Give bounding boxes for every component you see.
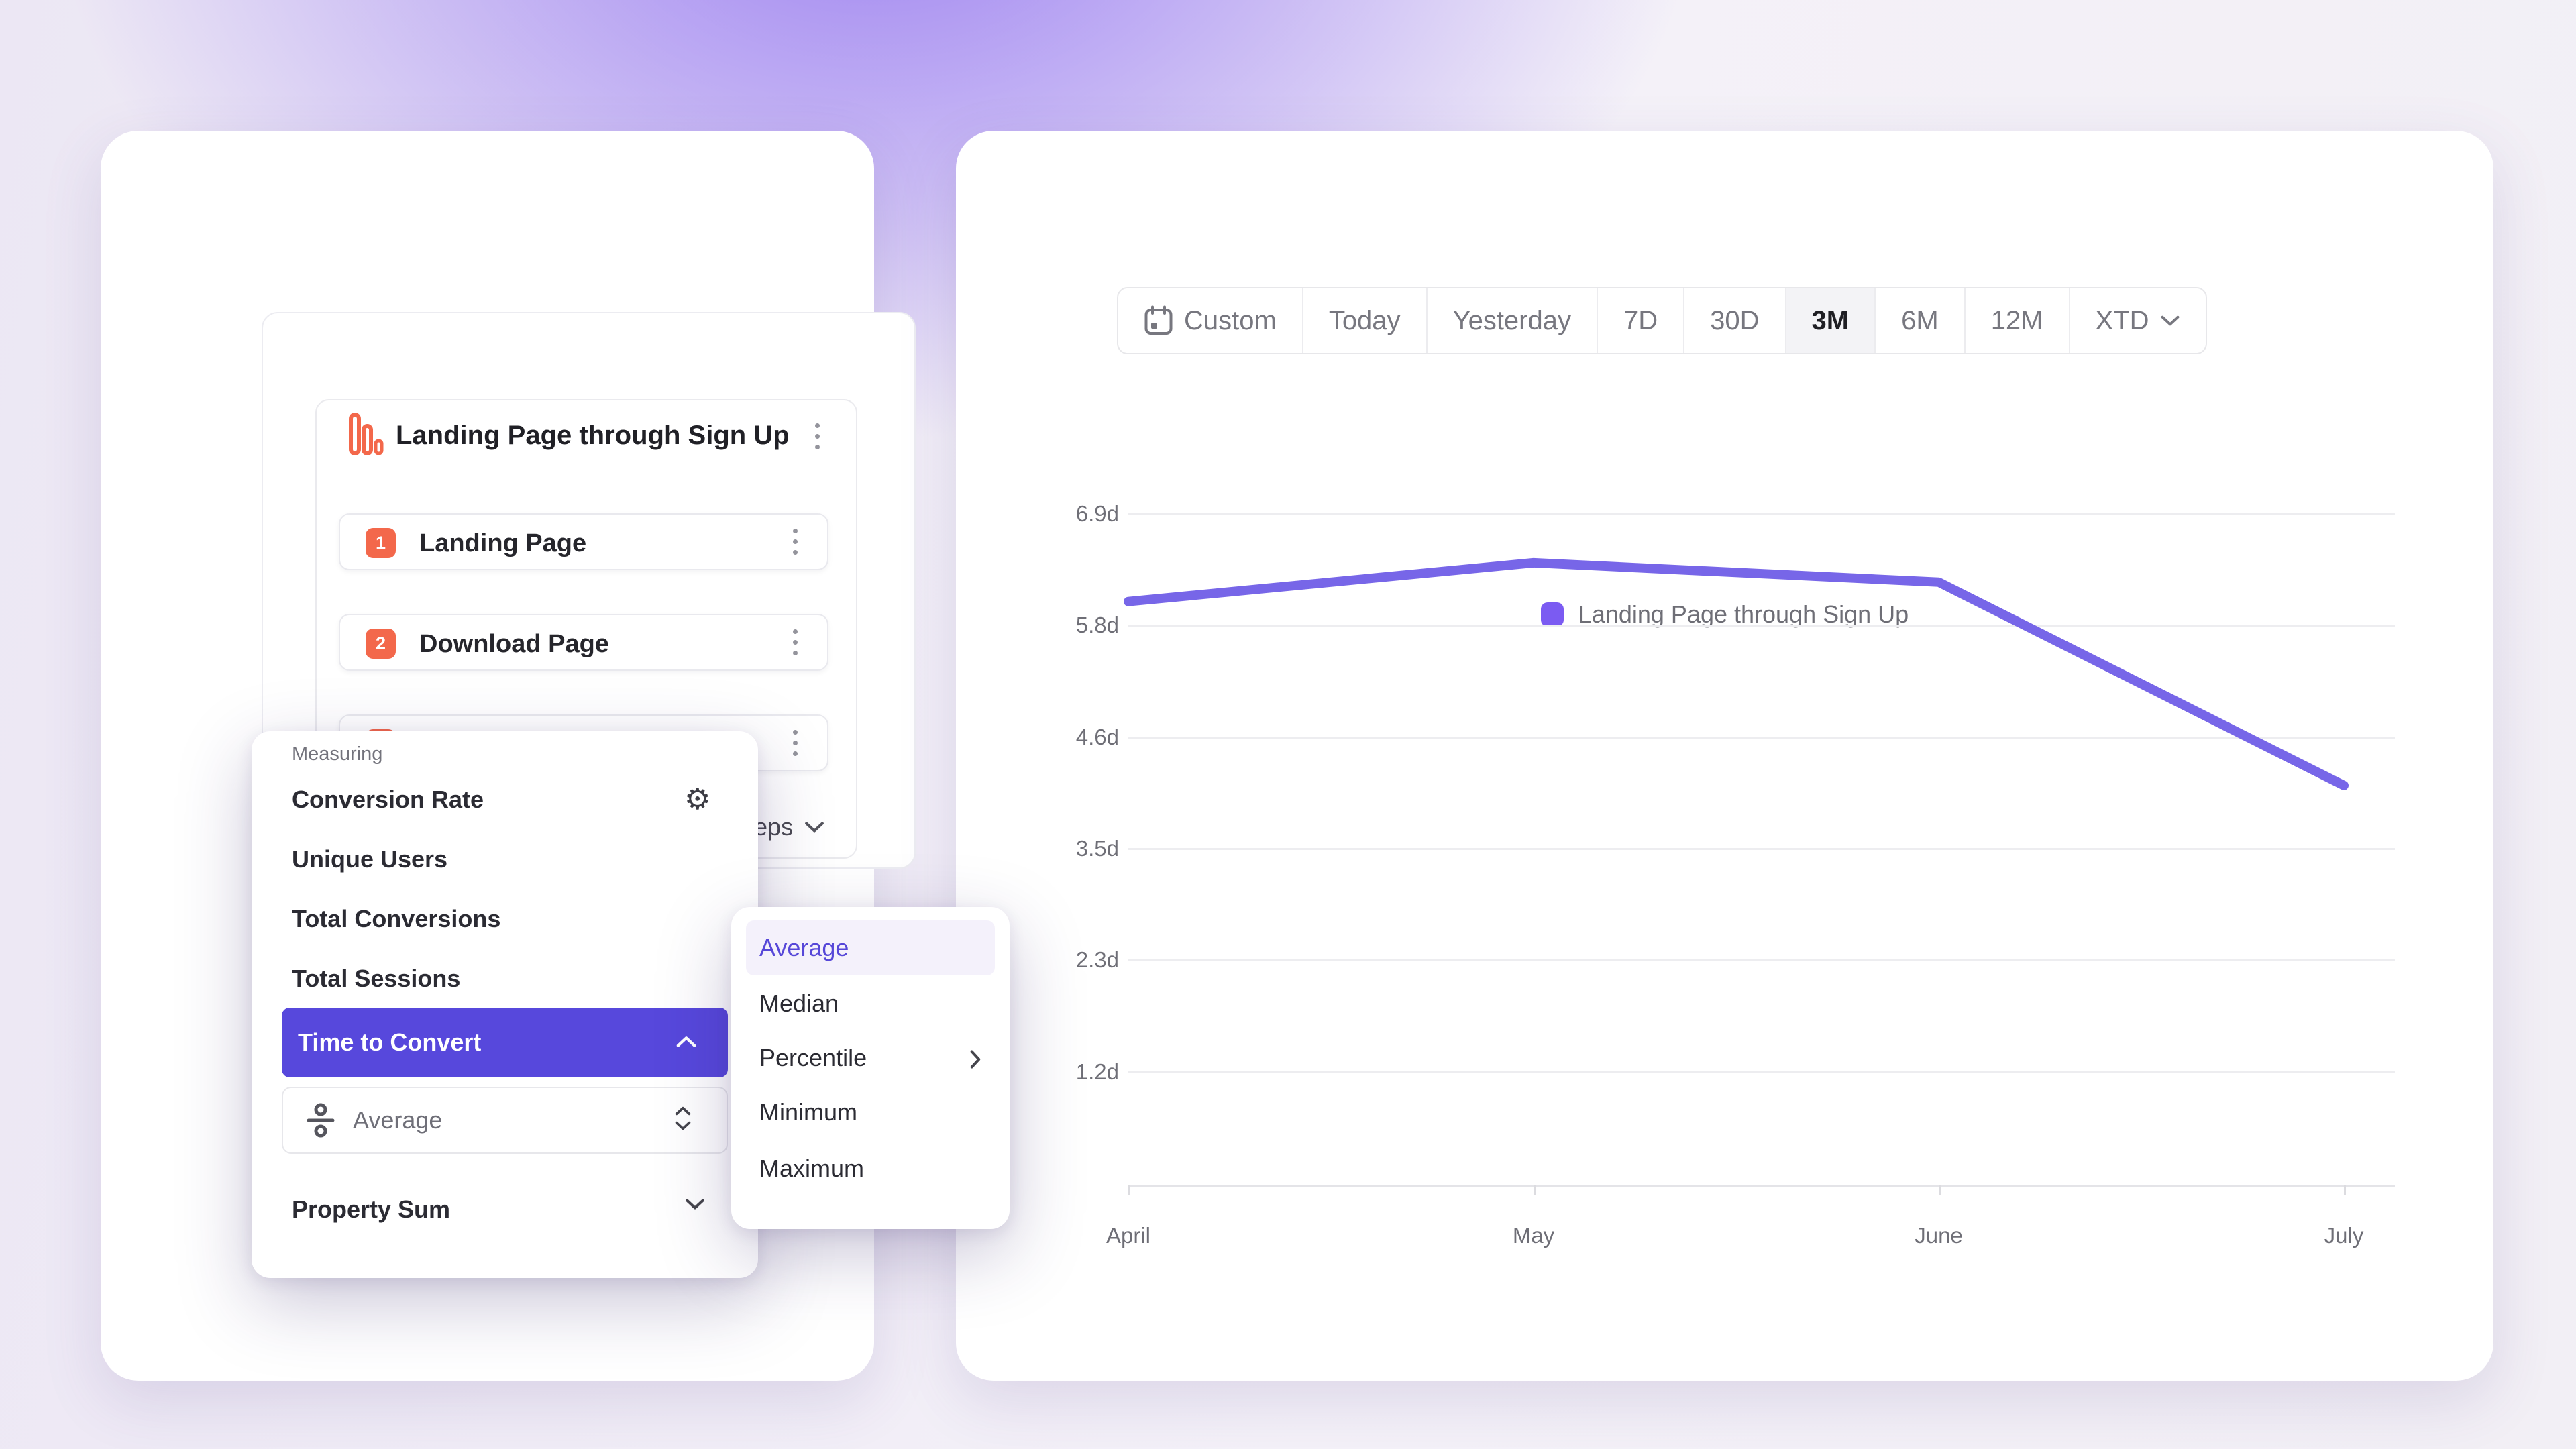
date-range-option-label: 12M [1990, 305, 2043, 335]
submenu-selected-highlight [746, 920, 995, 975]
y-axis-tick-label: 3.5d [1075, 836, 1119, 861]
date-range-option-today[interactable]: Today [1303, 288, 1428, 353]
date-range-option-3m-selected[interactable]: 3M [1786, 288, 1876, 353]
menu-item-total-sessions[interactable]: Total Sessions [292, 965, 461, 992]
y-axis-tick-label: 4.6d [1075, 724, 1119, 749]
date-range-option-yesterday[interactable]: Yesterday [1427, 288, 1598, 353]
menu-item-time-to-convert-selected[interactable]: Time to Convert [282, 1008, 728, 1077]
step-label: Download Page [419, 630, 609, 658]
line-chart-series [1124, 557, 2349, 790]
measuring-dropdown-menu: Measuring Conversion Rate ⚙ Unique Users… [252, 731, 758, 1278]
y-axis-tick-label: 2.3d [1075, 947, 1119, 972]
date-range-option-7d[interactable]: 7D [1598, 288, 1685, 353]
gridline [1128, 737, 2395, 739]
step-kebab-menu-icon[interactable] [782, 629, 808, 655]
date-range-option-label: 3M [1811, 305, 1849, 335]
step-number-badge: 2 [366, 629, 396, 659]
x-axis-tick-label: April [1106, 1223, 1151, 1248]
date-range-option-label: 6M [1901, 305, 1939, 335]
menu-item-total-conversions[interactable]: Total Conversions [292, 905, 501, 932]
x-axis-tick [1534, 1185, 1536, 1195]
date-range-option-custom[interactable]: Custom [1118, 288, 1303, 353]
chevron-up-icon [676, 1036, 696, 1047]
date-range-option-xtd[interactable]: XTD [2070, 288, 2206, 353]
funnel-step-row-1[interactable]: 1 Landing Page [339, 513, 828, 570]
date-range-bar: Custom Today Yesterday 7D 30D 3M 6M 12M … [1117, 287, 2207, 354]
aggregation-select-value: Average [353, 1106, 443, 1134]
bar-chart-icon [349, 413, 384, 455]
submenu-item-maximum[interactable]: Maximum [759, 1155, 865, 1182]
x-axis-tick-label: July [2324, 1223, 2364, 1248]
y-axis-tick-label: 1.2d [1075, 1059, 1119, 1084]
chevron-down-icon [805, 822, 824, 833]
series-line [1124, 557, 2349, 790]
date-range-option-label: Today [1328, 305, 1401, 335]
submenu-item-minimum[interactable]: Minimum [759, 1098, 858, 1126]
aggregation-submenu: Average Median Percentile Minimum Maximu… [731, 907, 1010, 1229]
legend-swatch[interactable] [1540, 602, 1564, 627]
chart-legend: Landing Page through Sign Up [956, 600, 2493, 629]
menu-item-conversion-rate[interactable]: Conversion Rate [292, 786, 484, 813]
gridline [1128, 848, 2395, 850]
date-range-option-label: Yesterday [1452, 305, 1571, 335]
menu-section-label: Measuring [292, 743, 383, 765]
gridline [1128, 1071, 2395, 1073]
menu-item-unique-users[interactable]: Unique Users [292, 845, 448, 873]
y-axis-tick-label: 5.8d [1075, 612, 1119, 637]
funnel-step-row-2[interactable]: 2 Download Page [339, 614, 828, 671]
chevron-right-icon [970, 1050, 981, 1069]
step-kebab-menu-icon[interactable] [782, 730, 808, 756]
date-range-option-30d[interactable]: 30D [1684, 288, 1786, 353]
x-axis-tick [1939, 1185, 1941, 1195]
step-label: Landing Page [419, 529, 587, 557]
aggregation-select[interactable]: Average [282, 1087, 728, 1154]
date-range-option-6m[interactable]: 6M [1876, 288, 1966, 353]
x-axis-tick-label: June [1915, 1223, 1963, 1248]
legend-series-label: Landing Page through Sign Up [1578, 600, 1909, 628]
menu-item-property-sum[interactable]: Property Sum [292, 1195, 451, 1223]
date-range-option-label: 7D [1623, 305, 1658, 335]
menu-item-label: Time to Convert [298, 1028, 482, 1056]
chevron-down-icon [686, 1199, 704, 1210]
date-range-option-label: Custom [1184, 305, 1277, 335]
x-axis-tick [1128, 1185, 1130, 1195]
x-axis-tick [2344, 1185, 2346, 1195]
gridline [1128, 625, 2395, 627]
chart-card: Custom Today Yesterday 7D 30D 3M 6M 12M … [956, 131, 2493, 1381]
date-range-option-label: XTD [2095, 305, 2149, 335]
step-kebab-menu-icon[interactable] [782, 529, 808, 555]
date-range-option-12m[interactable]: 12M [1965, 288, 2070, 353]
step-number-badge: 1 [366, 528, 396, 558]
funnel-title-row: Landing Page through Sign Up [315, 413, 857, 474]
x-axis-line [1128, 1185, 2395, 1187]
submenu-item-percentile[interactable]: Percentile [759, 1044, 867, 1071]
x-axis-tick-label: May [1512, 1223, 1555, 1248]
funnel-title: Landing Page through Sign Up [396, 421, 790, 450]
submenu-item-average-selected[interactable]: Average [759, 934, 849, 961]
calendar-icon [1144, 305, 1173, 335]
chevron-up-down-icon [674, 1106, 692, 1131]
gear-icon[interactable]: ⚙ [684, 783, 711, 816]
divide-icon [307, 1103, 335, 1138]
chevron-down-icon [2161, 315, 2179, 326]
gridline [1128, 959, 2395, 961]
date-range-option-label: 30D [1710, 305, 1760, 335]
gridline [1128, 513, 2395, 515]
y-axis-tick-label: 6.9d [1075, 501, 1119, 526]
funnel-kebab-menu-icon[interactable] [804, 423, 830, 449]
submenu-item-median[interactable]: Median [759, 989, 839, 1017]
